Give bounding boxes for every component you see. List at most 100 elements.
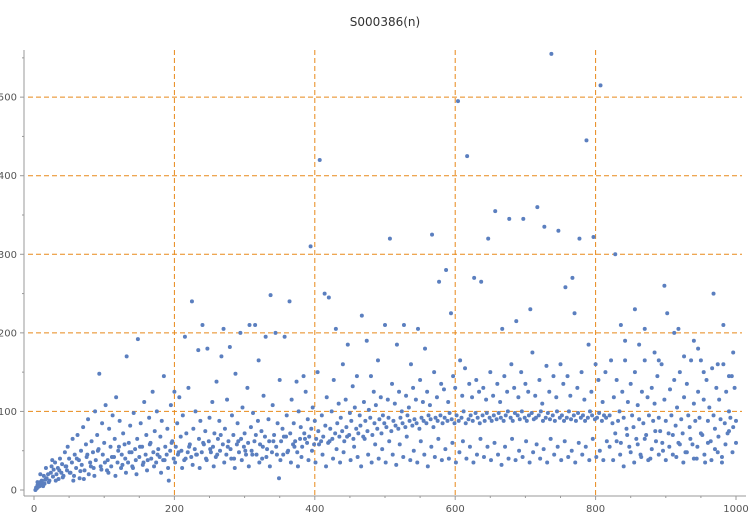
data-point: [257, 460, 262, 465]
data-point: [510, 436, 515, 441]
data-point: [613, 431, 618, 436]
data-point: [509, 362, 514, 367]
data-point: [702, 452, 707, 457]
data-point: [458, 358, 463, 363]
data-point: [440, 421, 445, 426]
data-point: [565, 374, 570, 379]
data-point: [375, 358, 380, 363]
data-point: [508, 415, 513, 420]
data-point: [598, 83, 603, 88]
data-point: [625, 433, 630, 437]
data-point: [662, 397, 667, 402]
data-point: [709, 458, 714, 463]
data-point: [154, 409, 159, 414]
data-point: [432, 455, 437, 459]
data-point: [78, 469, 83, 474]
data-point: [215, 452, 220, 457]
data-point: [317, 158, 322, 162]
data-point: [534, 442, 539, 447]
data-point: [517, 448, 522, 453]
data-point: [133, 447, 138, 452]
data-point: [177, 395, 182, 400]
data-point: [573, 460, 578, 465]
data-point: [219, 354, 224, 359]
data-point: [642, 358, 647, 363]
data-point: [293, 439, 298, 444]
data-point: [472, 275, 477, 280]
data-point: [554, 395, 559, 400]
data-point: [564, 415, 569, 420]
data-point: [705, 418, 710, 423]
data-point: [345, 434, 350, 439]
data-point: [590, 436, 595, 441]
data-point: [548, 436, 553, 441]
data-point: [457, 450, 462, 455]
data-point: [726, 429, 731, 434]
data-point: [390, 452, 395, 457]
data-point: [190, 462, 195, 467]
data-point: [333, 326, 338, 331]
data-point: [128, 423, 133, 428]
data-point: [491, 393, 496, 398]
data-point: [577, 236, 582, 241]
data-point: [282, 334, 287, 339]
data-point: [173, 460, 178, 465]
data-point: [150, 389, 155, 394]
data-point: [225, 444, 230, 449]
data-point: [295, 464, 300, 469]
data-point: [262, 434, 267, 439]
data-point: [639, 455, 644, 459]
data-point: [415, 460, 420, 465]
data-point: [559, 413, 564, 418]
data-point: [585, 415, 590, 420]
data-point: [324, 464, 329, 469]
data-point: [276, 476, 281, 481]
data-point: [510, 418, 515, 423]
data-point: [628, 450, 633, 455]
data-point: [716, 434, 721, 439]
data-point: [624, 426, 629, 431]
data-point: [474, 378, 479, 382]
data-point: [505, 409, 510, 414]
data-point: [589, 389, 594, 394]
data-point: [401, 455, 406, 459]
data-point: [239, 458, 244, 463]
data-point: [137, 455, 142, 459]
data-point: [488, 370, 493, 375]
data-point: [67, 470, 72, 475]
data-point: [131, 411, 136, 415]
data-point: [75, 433, 80, 437]
data-point: [691, 401, 696, 406]
data-point: [603, 370, 608, 375]
data-point: [566, 409, 571, 414]
data-point: [470, 418, 475, 423]
data-point: [658, 429, 663, 434]
data-point: [247, 323, 252, 327]
data-point: [258, 442, 263, 447]
data-point: [465, 154, 470, 159]
data-point: [524, 439, 529, 444]
data-point: [468, 413, 473, 418]
data-point: [347, 411, 352, 415]
data-point: [535, 205, 540, 210]
data-point: [327, 439, 332, 444]
data-point: [645, 395, 650, 400]
data-point: [369, 460, 374, 465]
data-point: [422, 452, 427, 457]
axes: 0 200 400 600 800 1000 0 100 200 300 400 500: [0, 50, 749, 515]
data-point: [677, 370, 682, 375]
data-point: [597, 448, 602, 453]
data-point: [245, 385, 250, 390]
data-point: [614, 439, 619, 444]
data-point: [721, 323, 726, 327]
data-point: [299, 455, 304, 459]
data-point: [632, 370, 637, 375]
data-point: [401, 323, 406, 327]
data-point: [281, 434, 286, 439]
data-point: [635, 442, 640, 447]
data-point: [451, 374, 456, 379]
data-point: [324, 395, 329, 400]
data-point: [307, 434, 312, 439]
data-point: [536, 413, 541, 418]
data-point: [442, 415, 447, 420]
